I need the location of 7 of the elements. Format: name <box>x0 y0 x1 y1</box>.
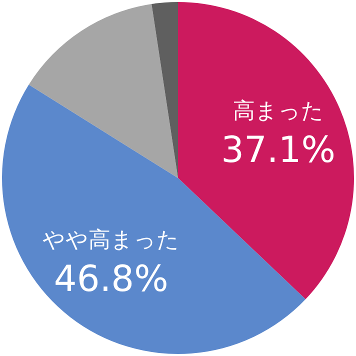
pie-slice <box>152 2 178 178</box>
slice-label: 高まった <box>232 98 324 124</box>
slice-label: やや高まった <box>42 228 180 254</box>
pie-slice <box>178 2 354 300</box>
data-label: 46.8% <box>54 259 168 300</box>
data-label: 37.1% <box>221 130 336 171</box>
pie-slice <box>28 4 178 178</box>
